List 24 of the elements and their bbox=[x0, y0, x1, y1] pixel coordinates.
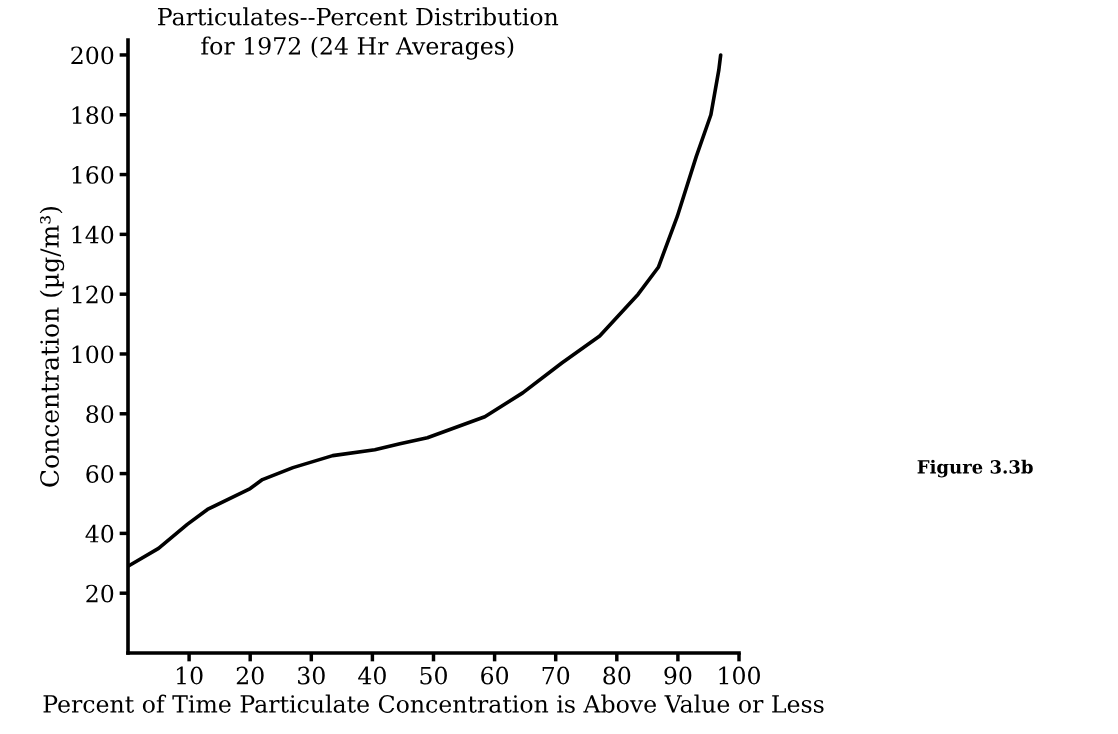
x-tick-label: 20 bbox=[236, 666, 264, 685]
y-tick-label: 20 bbox=[86, 584, 114, 603]
x-axis-title: Percent of Time Particulate Concentration is Above Value or Less bbox=[43, 694, 824, 713]
x-tick-label: 50 bbox=[420, 666, 447, 685]
chart-title: Particulates--Percent Distribution for 1972 (24 Hr Averages) bbox=[158, 7, 559, 60]
x-tick-label: 100 bbox=[719, 666, 760, 685]
x-tick-label: 30 bbox=[298, 666, 325, 685]
y-tick-label: 120 bbox=[72, 285, 114, 304]
x-tick-label: 60 bbox=[481, 666, 509, 685]
y-tick-label: 100 bbox=[72, 345, 114, 364]
x-tick-label: 80 bbox=[603, 666, 631, 685]
y-tick-label: 140 bbox=[72, 225, 114, 244]
x-tick-label: 70 bbox=[542, 666, 570, 685]
x-tick-label: 40 bbox=[358, 666, 386, 685]
y-tick-label: 160 bbox=[72, 166, 114, 184]
y-tick-label: 80 bbox=[86, 405, 114, 424]
y-tick-label: 200 bbox=[71, 46, 114, 65]
y-axis-title: Concentration (µg/m³) bbox=[39, 206, 65, 487]
y-tick-label: 60 bbox=[86, 465, 114, 483]
x-tick-label: 90 bbox=[664, 666, 692, 685]
x-tick-label: 10 bbox=[176, 666, 203, 685]
caption: Figure 3.3b bbox=[917, 459, 1033, 478]
y-tick-label: 40 bbox=[85, 524, 114, 543]
y-tick-label: 180 bbox=[72, 106, 114, 125]
